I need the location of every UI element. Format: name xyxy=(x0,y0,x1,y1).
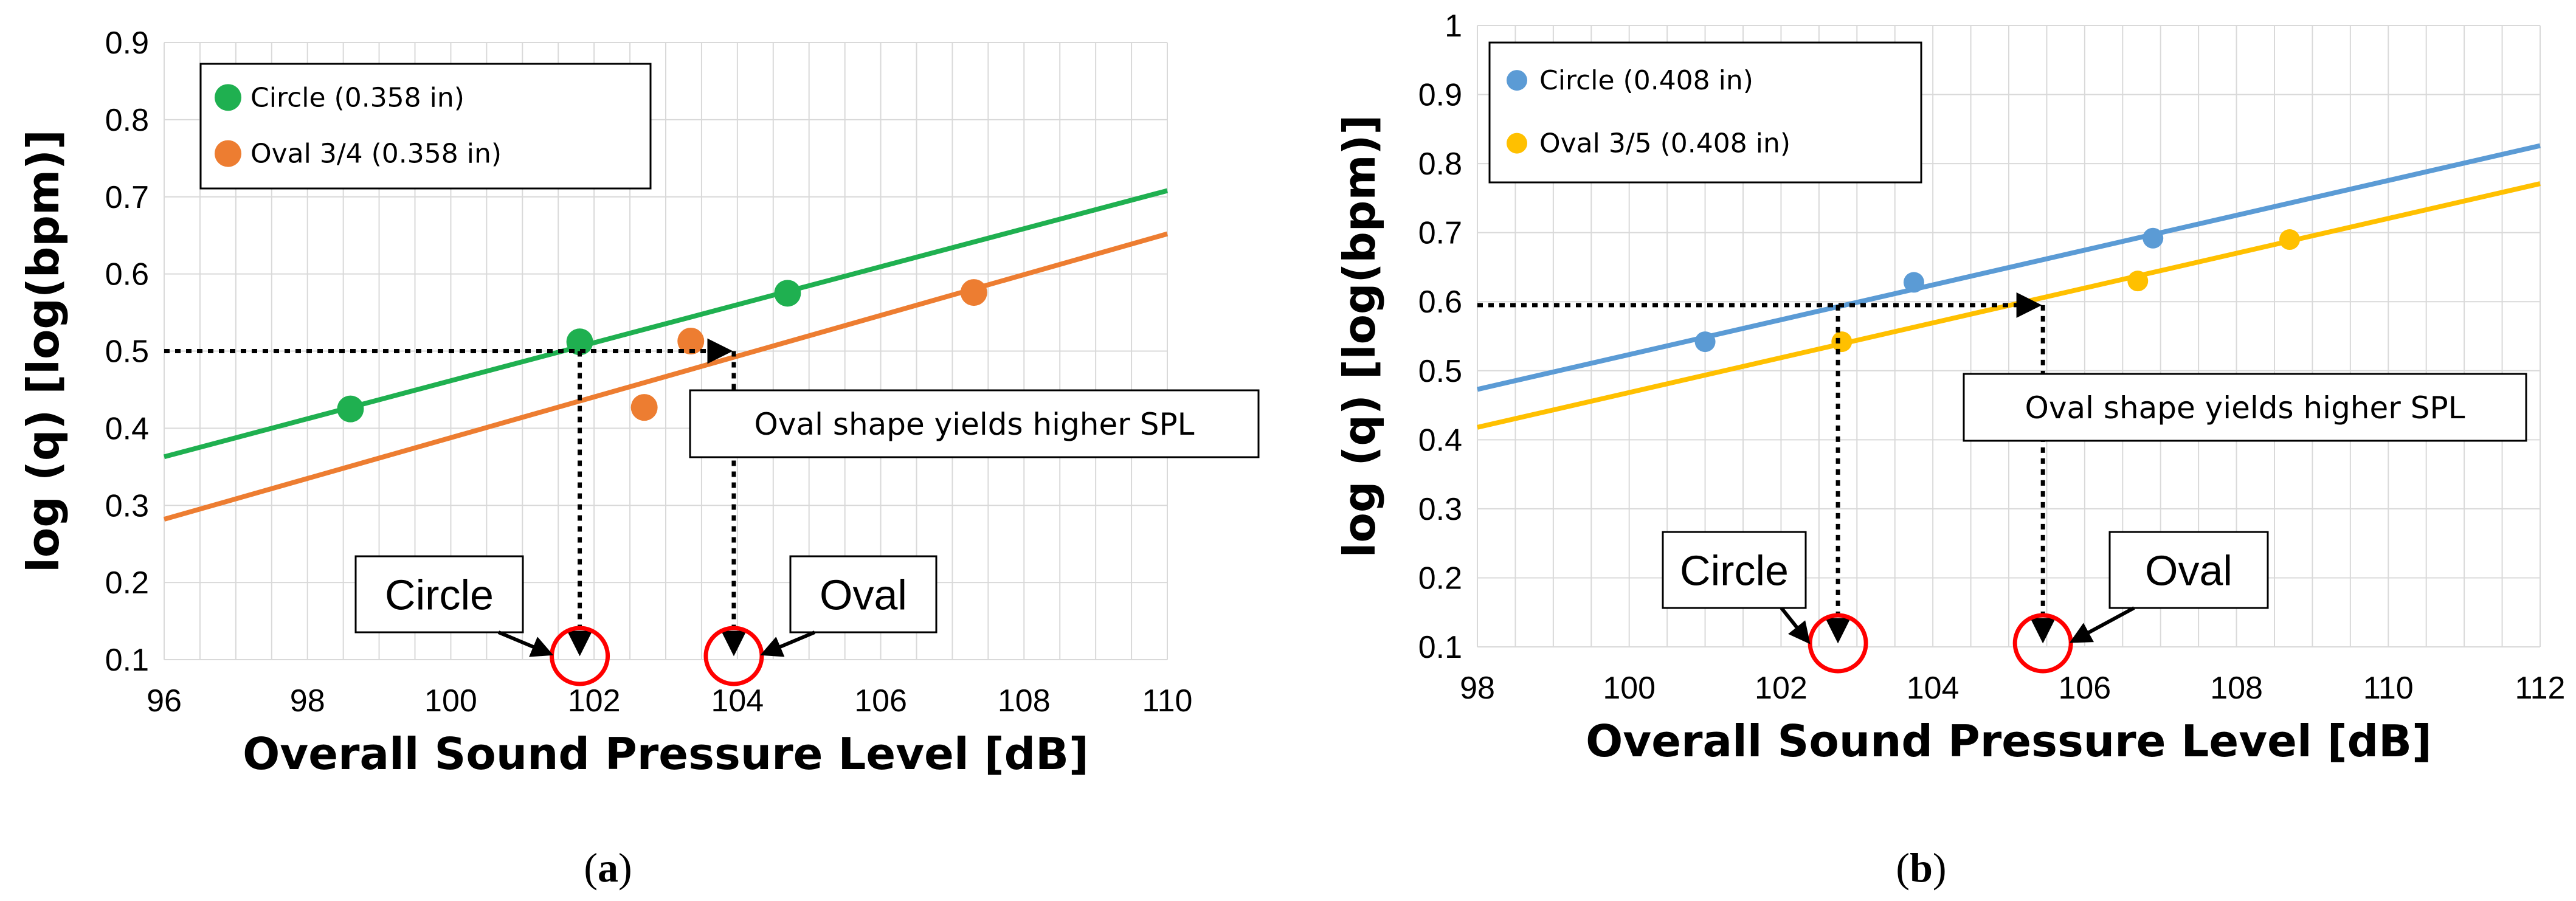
x-tick-label: 104 xyxy=(711,683,764,719)
x-tick-label: 96 xyxy=(147,683,182,719)
y-tick-label: 0.2 xyxy=(1418,561,1462,596)
y-tick-label: 0.3 xyxy=(105,488,149,523)
circle-label-text: Circle xyxy=(1680,547,1789,595)
legend-marker-series-1 xyxy=(1507,133,1527,154)
y-tick-label: 0.9 xyxy=(105,26,149,61)
y-tick-label: 1 xyxy=(1445,9,1462,44)
y-tick-label: 0.7 xyxy=(105,180,149,215)
x-tick-label: 108 xyxy=(2210,671,2263,706)
oval-label-arrow xyxy=(2069,606,2135,643)
data-point-series-0-0 xyxy=(337,395,364,423)
y-axis-title: log (q) [log(bpm)] xyxy=(1334,115,1385,558)
y-tick-label: 0.8 xyxy=(105,103,149,138)
legend-marker-series-1 xyxy=(215,140,241,167)
x-tick-label: 112 xyxy=(2515,671,2566,706)
circle-label-text: Circle xyxy=(385,571,494,619)
data-point-series-0-2 xyxy=(774,280,801,307)
y-tick-label: 0.5 xyxy=(1418,354,1462,389)
y-tick-label: 0.3 xyxy=(1418,492,1462,527)
trendline-series-1 xyxy=(1477,181,2541,430)
x-tick-label: 106 xyxy=(854,683,907,719)
legend-label-series-1: Oval 3/5 (0.408 in) xyxy=(1539,128,1790,159)
legend-marker-series-0 xyxy=(215,84,241,111)
oval-label-box xyxy=(789,555,938,633)
x-tick-label: 100 xyxy=(1603,671,1656,706)
circle-label-box xyxy=(1662,531,1807,609)
data-point-series-0-2 xyxy=(2143,227,2164,249)
legend-box xyxy=(1488,41,1922,184)
trendline-series-1 xyxy=(163,231,1169,522)
x-tick-label: 104 xyxy=(1907,671,1960,706)
legend-box xyxy=(199,63,652,190)
y-tick-label: 0.5 xyxy=(105,334,149,370)
circle-label-box xyxy=(354,555,524,633)
data-point-series-1-2 xyxy=(960,279,987,306)
data-point-series-1-0 xyxy=(1831,331,1853,353)
x-axis-title: Overall Sound Pressure Level [dB] xyxy=(1586,716,2432,767)
y-tick-label: 0.6 xyxy=(1418,285,1462,320)
oval-label-text: Oval xyxy=(2145,547,2232,595)
circle-label-arrow xyxy=(497,630,554,657)
y-tick-label: 0.9 xyxy=(1418,78,1462,113)
data-point-series-1-0 xyxy=(630,394,658,421)
x-tick-label: 108 xyxy=(998,683,1051,719)
note-box xyxy=(689,389,1260,458)
legend-label-series-0: Circle (0.408 in) xyxy=(1539,65,1753,96)
oval-marker-highlight xyxy=(2012,613,2073,674)
y-tick-label: 0.6 xyxy=(105,257,149,292)
trendline-series-0 xyxy=(1477,143,2541,392)
x-tick-label: 110 xyxy=(1142,683,1193,719)
oval-label-text: Oval xyxy=(820,571,907,619)
note-box xyxy=(1963,373,2527,442)
y-tick-label: 0.7 xyxy=(1418,216,1462,251)
legend-label-series-0: Circle (0.358 in) xyxy=(250,82,464,113)
note-text: Oval shape yields higher SPL xyxy=(2025,390,2465,426)
y-tick-label: 0.4 xyxy=(1418,423,1462,458)
oval-label-arrow xyxy=(760,630,816,657)
x-tick-label: 100 xyxy=(424,683,477,719)
x-axis-title: Overall Sound Pressure Level [dB] xyxy=(243,728,1089,779)
note-text: Oval shape yields higher SPL xyxy=(754,407,1195,442)
y-tick-label: 0.4 xyxy=(105,411,149,446)
chart-panel-b: 0.1 0.2 0.3 0.4 0.5 0.6 0.7 0.8 0.9 1 98 100 102 104 1… xyxy=(1334,9,2565,891)
x-tick-label: 102 xyxy=(1755,671,1808,706)
x-tick-label: 106 xyxy=(2058,671,2111,706)
y-tick-label: 0.8 xyxy=(1418,147,1462,182)
legend-label-series-1: Oval 3/4 (0.358 in) xyxy=(250,139,502,170)
y-tick-label: 0.2 xyxy=(105,565,149,601)
panel-caption: (b) xyxy=(1896,844,1946,891)
trendline-series-0 xyxy=(163,188,1169,460)
x-tick-label: 110 xyxy=(2363,671,2414,706)
data-point-series-1-2 xyxy=(2279,229,2300,250)
data-point-series-0-1 xyxy=(566,328,593,356)
y-axis-title: log (q) [log(bpm)] xyxy=(18,129,69,573)
data-point-series-1-1 xyxy=(2127,271,2149,292)
x-tick-label: 98 xyxy=(1460,671,1495,706)
oval-label-box xyxy=(2108,531,2269,609)
data-point-series-1-1 xyxy=(677,328,705,355)
x-tick-label: 98 xyxy=(290,683,325,719)
circle-label-arrow xyxy=(1780,607,1811,644)
y-tick-label: 0.1 xyxy=(105,643,149,678)
data-point-series-0-1 xyxy=(1903,272,1924,293)
chart-panel-a: 0.1 0.2 0.3 0.4 0.5 0.6 0.7 0.8 0.9 96 98 100 102 104… xyxy=(18,26,1260,891)
legend-marker-series-0 xyxy=(1507,70,1527,91)
y-tick-label: 0.1 xyxy=(1418,630,1462,665)
x-tick-label: 102 xyxy=(568,683,621,719)
panel-caption: (a) xyxy=(584,844,632,891)
data-point-series-0-0 xyxy=(1694,331,1716,353)
